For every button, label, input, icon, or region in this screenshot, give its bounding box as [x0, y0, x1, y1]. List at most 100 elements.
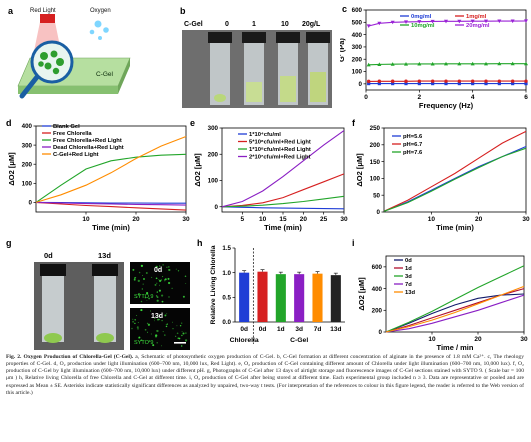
red-light-source: [40, 14, 55, 23]
series-line-3: [383, 147, 527, 212]
fluorescent-dot: [140, 300, 143, 303]
x-tick-label: 10: [259, 216, 267, 223]
g-stain-label-0d: SYTO 9: [134, 294, 153, 300]
legend-label: Free Chlorella+Red Light: [53, 138, 122, 144]
panel-a: a Red Light Oxygen C-Gel: [0, 0, 140, 108]
data-point: [444, 82, 448, 86]
data-point: [511, 82, 515, 86]
fluorescent-dot: [166, 323, 168, 325]
y-tick-label: 500: [352, 20, 363, 27]
panel-i-label: i: [352, 238, 355, 248]
g-micro-day-1: 13d: [151, 313, 163, 320]
fluorescent-dot: [185, 283, 187, 284]
fluorescent-dot: [132, 268, 135, 271]
data-point: [390, 20, 395, 25]
data-point: [417, 79, 422, 83]
fluorescent-dot: [165, 324, 167, 326]
chart-f: f 10 20 30 0 50 100 150 200 250 Time (min) ΔO2 [μM…: [352, 118, 530, 232]
data-point: [430, 61, 435, 66]
fluorescent-dot: [141, 275, 143, 277]
g-stain-label-13d: SYTO 9: [134, 340, 153, 346]
legend-label: pH=5.6: [403, 134, 423, 140]
y-tick-label: 0: [359, 81, 363, 88]
b-conc-0: 0: [225, 21, 229, 28]
y-tick-label: 100: [370, 176, 381, 183]
data-point: [470, 19, 475, 24]
bar-5: [312, 273, 323, 322]
data-point: [417, 82, 421, 86]
legend-label: 1*10⁴cfu/ml: [249, 132, 281, 138]
group-label-2: C-Gel: [290, 337, 308, 344]
fluorescent-dot: [152, 344, 155, 347]
data-point: [471, 82, 475, 86]
fluorescent-dot: [164, 280, 166, 282]
caption-body: a, Schematic of photosynthetic oxygen pr…: [6, 354, 524, 396]
plot-frame: [383, 127, 527, 213]
legend-label: pH=6.7: [403, 142, 422, 148]
fluorescent-dot: [157, 315, 159, 317]
legend-label: 1mg/ml: [466, 14, 487, 20]
y-tick-label: 400: [22, 123, 33, 130]
fluorescent-dot: [146, 331, 149, 333]
g-vial-0d: [40, 264, 66, 343]
fluorescent-dot: [150, 333, 152, 335]
panel-b-label: b: [180, 6, 186, 16]
series-line-5: [385, 285, 525, 333]
series-line-2: [383, 130, 527, 212]
fluorescent-dot: [137, 279, 140, 283]
legend-label: Blank Gel: [53, 124, 80, 130]
data-point: [366, 24, 371, 28]
x-tick-label: 6: [524, 94, 528, 101]
fluorescent-dot: [153, 317, 156, 320]
legend-label: Free Chlorella: [53, 131, 92, 137]
data-point: [484, 19, 488, 24]
panel-i: i 10 20 30 0 200 400 600 Time / min ΔO2 [μM] 0d 1d…: [350, 234, 531, 352]
g-vial-day-0: 0d: [44, 251, 53, 260]
y-axis-label: ΔO2 [μM]: [7, 152, 16, 186]
x-tick-label: 1d: [277, 326, 285, 333]
g-micrograph-0d: [130, 262, 190, 304]
legend-label: 1d: [405, 266, 412, 272]
fluorescent-dot: [180, 345, 183, 347]
fluorescent-dot: [158, 279, 162, 283]
data-point: [457, 61, 462, 66]
fluorescent-dot: [165, 325, 168, 328]
fluorescent-dot: [182, 295, 185, 298]
fluorescent-dot: [175, 335, 177, 337]
scale-bar: [174, 342, 186, 344]
x-tick-label: 30: [182, 216, 190, 223]
y-tick-label: 200: [208, 151, 219, 158]
data-point: [404, 20, 408, 24]
fluorescent-dot: [177, 270, 180, 272]
fluorescent-dot: [166, 266, 168, 269]
data-point: [484, 82, 488, 86]
fluorescent-dot: [147, 323, 151, 326]
y-axis-label: G' (Pa): [340, 38, 346, 62]
fluorescent-dot: [164, 334, 166, 336]
series-line-4: [385, 294, 525, 333]
x-axis-label: Frequency (Hz): [419, 101, 474, 110]
fluorescent-dot: [184, 275, 187, 278]
fluorescent-dot: [156, 342, 158, 344]
legend-label: 1*10⁸cfu/ml+Red Light: [249, 147, 311, 153]
data-point: [366, 79, 371, 84]
x-tick-label: 0d: [259, 326, 267, 333]
fluorescent-dot: [151, 276, 153, 278]
series-line-3: [221, 195, 345, 208]
x-tick-label: 0d: [240, 326, 248, 333]
b-vials: [208, 32, 330, 105]
y-axis-label: ΔO2 [μM]: [357, 277, 366, 311]
series-line-3: [35, 153, 187, 203]
legend-label: 0d: [405, 258, 412, 264]
legend-label: 2*10⁷cfu/ml+Red Light: [249, 155, 311, 161]
y-tick-label: 100: [208, 178, 219, 185]
data-point: [430, 79, 435, 83]
fluorescent-dot: [168, 266, 170, 268]
figure-caption: Fig. 2. Oxygen Production of Chlorella-G…: [6, 354, 524, 397]
fluorescent-dot: [138, 336, 141, 339]
data-point: [377, 21, 382, 26]
fluorescent-dot: [134, 277, 136, 279]
data-point: [524, 19, 528, 23]
x-tick-label: 10: [428, 336, 436, 343]
y-tick-label: 150: [370, 159, 381, 166]
